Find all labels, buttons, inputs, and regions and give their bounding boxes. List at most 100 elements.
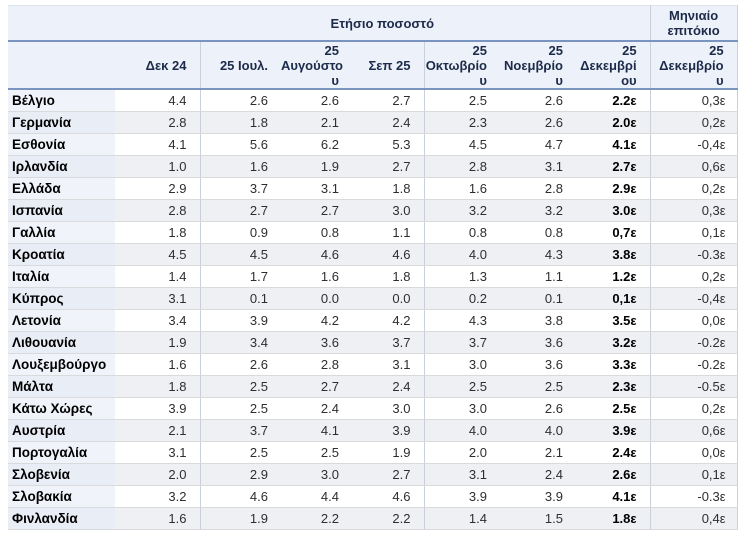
rate-cell: 1.8 xyxy=(352,265,424,288)
col-header-dec-24: Δεκ 24 xyxy=(115,41,200,90)
december-rate-cell: 2.9ε xyxy=(576,177,651,200)
rate-cell: 2.7 xyxy=(352,463,424,486)
rate-cell: 1.8 xyxy=(115,375,200,398)
december-rate-cell: 2.6ε xyxy=(576,463,651,486)
rate-cell: 5.6 xyxy=(199,133,281,156)
table-row: Λουξεμβούργο 1.6 2.6 2.8 3.1 3.0 3.6 3.3ε -0.2ε xyxy=(8,353,738,376)
rate-cell: 3.2 xyxy=(423,199,500,222)
col-header-dec-25-monthly: 25 Δεκεμβρίο υ xyxy=(649,41,738,90)
rate-cell: 4.2 xyxy=(352,309,424,332)
rate-cell: 0.1 xyxy=(199,287,281,310)
rate-cell: 2.0 xyxy=(115,463,200,486)
table-row: Ελλάδα 2.9 3.7 3.1 1.8 1.6 2.8 2.9ε 0,2ε xyxy=(8,177,738,200)
table-body: Βέλγιο 4.4 2.6 2.6 2.7 2.5 2.6 2.2ε 0,3ε Γερμανία… xyxy=(8,89,738,530)
monthly-rate-cell: -0.2ε xyxy=(649,353,738,376)
country-cell: Λιθουανία xyxy=(8,331,115,354)
rate-cell: 1.9 xyxy=(352,441,424,464)
table-row: Φινλανδία 1.6 1.9 2.2 2.2 1.4 1.5 1.8ε 0,4ε xyxy=(8,507,738,530)
rate-cell: 1.9 xyxy=(281,155,352,178)
rate-cell: 3.7 xyxy=(423,331,500,354)
rate-cell: 1.9 xyxy=(199,507,281,530)
monthly-rate-cell: 0,0ε xyxy=(649,309,738,332)
rate-cell: 3.1 xyxy=(352,353,424,376)
rate-cell: 4.6 xyxy=(281,243,352,266)
table-row: Γαλλία 1.8 0.9 0.8 1.1 0.8 0.8 0,7ε 0,1ε xyxy=(8,221,738,244)
rate-cell: 2.5 xyxy=(423,375,500,398)
col-header-sep-25: Σεπ 25 xyxy=(352,41,424,90)
december-rate-cell: 3.9ε xyxy=(576,419,651,442)
rate-cell: 3.1 xyxy=(500,155,576,178)
rate-cell: 2.1 xyxy=(500,441,576,464)
country-cell: Ισπανία xyxy=(8,199,115,222)
table-row: Ιρλανδία 1.0 1.6 1.9 2.7 2.8 3.1 2.7ε 0,6ε xyxy=(8,155,738,178)
country-cell: Ιρλανδία xyxy=(8,155,115,178)
corner-cell xyxy=(8,5,115,42)
table-row: Ισπανία 2.8 2.7 2.7 3.0 3.2 3.2 3.0ε 0,3ε xyxy=(8,199,738,222)
rate-cell: 4.1 xyxy=(281,419,352,442)
rate-cell: 3.0 xyxy=(423,397,500,420)
rate-cell: 2.7 xyxy=(352,89,424,112)
rate-cell: 2.4 xyxy=(281,397,352,420)
rate-cell: 4.0 xyxy=(500,419,576,442)
monthly-rate-cell: -0,4ε xyxy=(649,133,738,156)
rate-cell: 3.7 xyxy=(352,331,424,354)
rate-cell: 2.3 xyxy=(423,111,500,134)
rate-cell: 1.6 xyxy=(115,507,200,530)
country-cell: Ιταλία xyxy=(8,265,115,288)
rate-cell: 2.7 xyxy=(281,199,352,222)
rate-cell: 0.2 xyxy=(423,287,500,310)
rate-cell: 2.5 xyxy=(500,375,576,398)
rate-cell: 4.1 xyxy=(115,133,200,156)
table-row: Κάτω Χώρες 3.9 2.5 2.4 3.0 3.0 2.6 2.5ε 0,2ε xyxy=(8,397,738,420)
rate-cell: 4.6 xyxy=(352,243,424,266)
rate-cell: 3.2 xyxy=(500,199,576,222)
rate-cell: 3.9 xyxy=(115,397,200,420)
rate-cell: 1.8 xyxy=(115,221,200,244)
monthly-rate-cell: -0.5ε xyxy=(649,375,738,398)
rate-cell: 0.8 xyxy=(500,221,576,244)
rate-cell: 2.4 xyxy=(352,111,424,134)
monthly-rate-cell: 0,1ε xyxy=(649,221,738,244)
monthly-rate-cell: 0,2ε xyxy=(649,177,738,200)
col-header-dec-25-annual: 25 Δεκεμβρί ου xyxy=(576,41,651,90)
col-header-nov-25: 25 Νοεμβρίο υ xyxy=(500,41,576,90)
rate-cell: 1.6 xyxy=(115,353,200,376)
december-rate-cell: 2.5ε xyxy=(576,397,651,420)
rate-cell: 2.6 xyxy=(500,89,576,112)
table-row: Λιθουανία 1.9 3.4 3.6 3.7 3.7 3.6 3.2ε -0.2ε xyxy=(8,331,738,354)
rate-cell: 4.5 xyxy=(199,243,281,266)
rate-cell: 2.5 xyxy=(423,89,500,112)
rate-cell: 2.8 xyxy=(500,177,576,200)
rate-cell: 3.9 xyxy=(500,485,576,508)
table-row: Σλοβακία 3.2 4.6 4.4 4.6 3.9 3.9 4.1ε -0.3ε xyxy=(8,485,738,508)
rate-cell: 2.5 xyxy=(199,441,281,464)
december-rate-cell: 3.0ε xyxy=(576,199,651,222)
rate-cell: 3.6 xyxy=(500,353,576,376)
rate-cell: 4.3 xyxy=(423,309,500,332)
rate-cell: 2.8 xyxy=(281,353,352,376)
table-row: Κροατία 4.5 4.5 4.6 4.6 4.0 4.3 3.8ε -0.3ε xyxy=(8,243,738,266)
rate-cell: 3.1 xyxy=(115,287,200,310)
monthly-rate-group-header: Μηνιαίο επιτόκιο xyxy=(649,5,738,42)
rate-cell: 2.2 xyxy=(352,507,424,530)
rate-cell: 2.4 xyxy=(352,375,424,398)
rate-cell: 0.0 xyxy=(352,287,424,310)
annual-rate-group-header: Ετήσιο ποσοστό xyxy=(115,5,651,42)
rate-cell: 1.4 xyxy=(423,507,500,530)
rate-cell: 1.0 xyxy=(115,155,200,178)
country-cell: Πορτογαλία xyxy=(8,441,115,464)
rate-cell: 2.6 xyxy=(199,353,281,376)
country-cell: Κροατία xyxy=(8,243,115,266)
col-header-oct-25: 25 Οκτωβρίο υ xyxy=(423,41,500,90)
rate-cell: 2.7 xyxy=(352,155,424,178)
december-rate-cell: 0,1ε xyxy=(576,287,651,310)
col-header-aug-25: 25 Αυγούστο υ xyxy=(281,41,352,90)
rate-cell: 3.6 xyxy=(281,331,352,354)
country-cell: Μάλτα xyxy=(8,375,115,398)
rate-cell: 1.4 xyxy=(115,265,200,288)
rate-cell: 3.1 xyxy=(281,177,352,200)
rate-cell: 2.1 xyxy=(281,111,352,134)
rate-cell: 4.4 xyxy=(281,485,352,508)
rate-cell: 3.4 xyxy=(199,331,281,354)
rate-cell: 2.6 xyxy=(281,89,352,112)
